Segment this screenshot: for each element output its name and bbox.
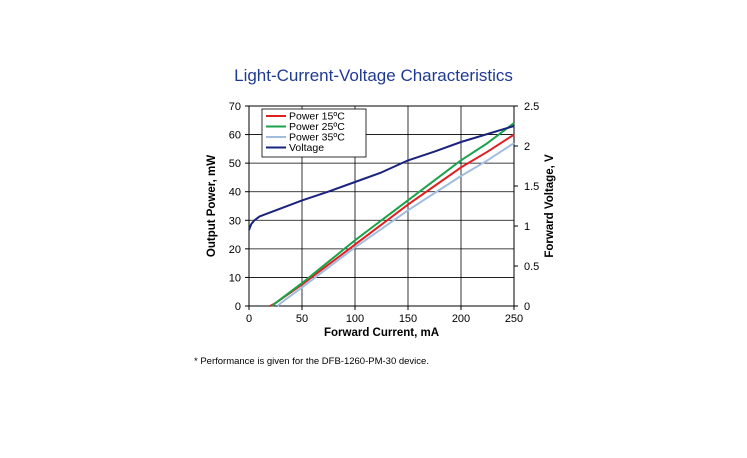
legend-label: Power 35ºC	[289, 132, 345, 144]
x-tick-label: 100	[346, 313, 364, 325]
series-line-4	[248, 125, 515, 231]
y-tick-label: 50	[229, 158, 241, 170]
x-tick-label: 250	[505, 313, 523, 325]
plot-frame	[248, 105, 515, 307]
y2-tick-label: 0.5	[524, 261, 539, 273]
footnote: * Performance is given for the DFB-1260-…	[194, 356, 429, 367]
y2-axis-label: Forward Voltage, V	[544, 154, 556, 258]
y-axis-label: Output Power, mW	[206, 155, 218, 257]
y2-tick-label: 2.5	[524, 101, 539, 113]
x-tick-label: 50	[296, 313, 308, 325]
legend-label: Power 15ºC	[289, 111, 345, 123]
chart-title: Light-Current-Voltage Characteristics	[234, 66, 513, 85]
x-tick-label: 0	[246, 313, 252, 325]
y-tick-label: 40	[229, 187, 241, 199]
y-tick-label: 10	[229, 272, 241, 284]
y-tick-label: 0	[235, 301, 241, 313]
legend-label: Voltage	[289, 142, 324, 154]
legend-label: Power 25ºC	[289, 121, 345, 133]
y-tick-label: 60	[229, 130, 241, 142]
y-tick-label: 20	[229, 244, 241, 256]
y2-tick-label: 1	[524, 221, 530, 233]
y2-tick-label: 0	[524, 301, 530, 313]
y-tick-label: 30	[229, 215, 241, 227]
series-line-3	[276, 142, 515, 307]
x-tick-label: 200	[452, 313, 470, 325]
x-tick-label: 150	[399, 313, 417, 325]
y-tick-label: 70	[229, 101, 241, 113]
y2-tick-label: 1.5	[524, 181, 539, 193]
x-axis-label: Forward Current, mA	[324, 327, 439, 339]
series-line-2	[271, 122, 515, 307]
y2-tick-label: 2	[524, 141, 530, 153]
